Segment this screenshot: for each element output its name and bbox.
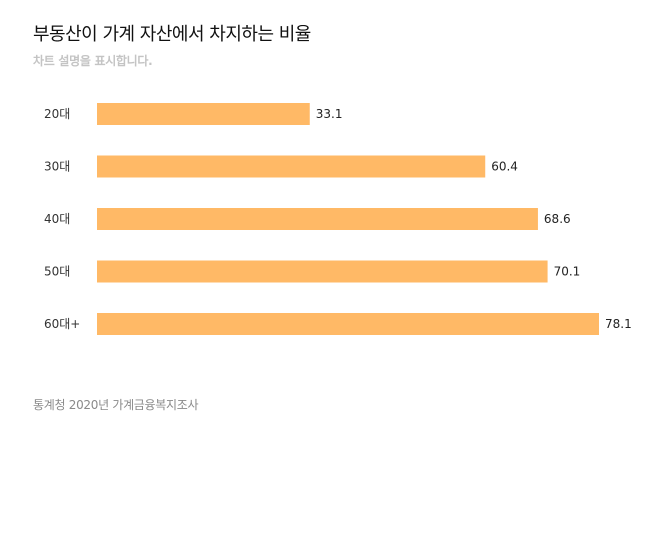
bars-layer: 20대 33.1 30대 60.4 40대 68.6 50대 70.1 60대+ 78.1 <box>44 103 632 335</box>
value-label: 33.1 <box>316 107 343 121</box>
category-label: 20대 <box>44 107 70 121</box>
value-label: 60.4 <box>491 160 518 174</box>
value-label: 70.1 <box>554 265 581 279</box>
bar[interactable] <box>97 260 548 283</box>
bar[interactable] <box>97 208 538 230</box>
bar[interactable] <box>97 155 486 178</box>
chart-title: 부동산이 가계 자산에서 차지하는 비율 <box>33 24 311 45</box>
category-label: 60대+ <box>44 317 80 331</box>
category-label: 50대 <box>44 265 70 279</box>
chart-subtitle: 차트 설명을 표시합니다. <box>33 54 153 68</box>
bar[interactable] <box>97 103 310 125</box>
category-label: 30대 <box>44 160 70 174</box>
source-note: 통계청 2020년 가계금융복지조사 <box>33 398 199 412</box>
value-label: 78.1 <box>605 317 632 331</box>
category-label: 40대 <box>44 212 70 226</box>
bar[interactable] <box>97 313 599 335</box>
value-label: 68.6 <box>544 212 571 226</box>
